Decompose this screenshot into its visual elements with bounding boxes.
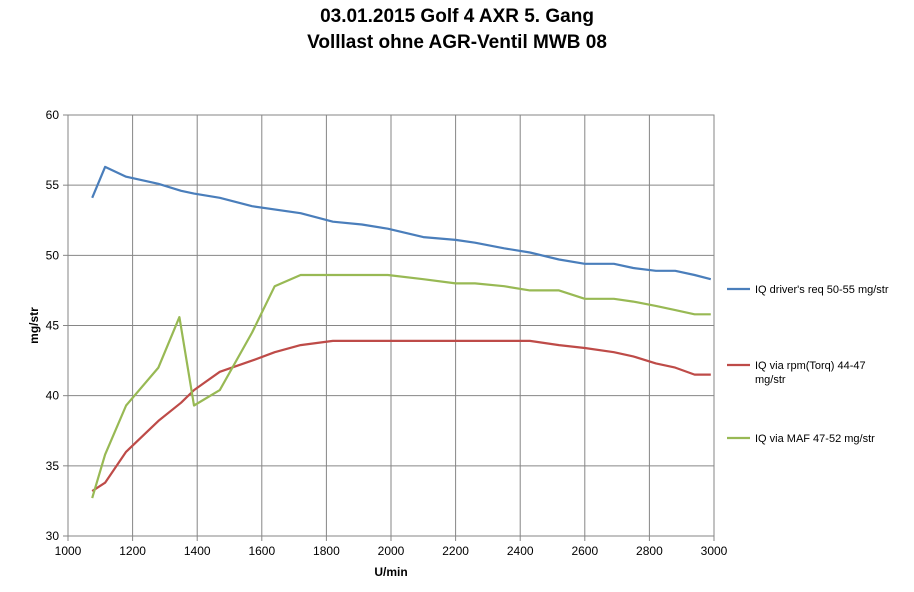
legend-label-1: IQ driver's req 50-55 mg/str bbox=[755, 284, 889, 296]
y-tick-label: 60 bbox=[46, 108, 60, 122]
x-tick-label: 1200 bbox=[119, 544, 146, 558]
y-tick-label: 45 bbox=[46, 319, 60, 333]
x-tick-label: 2600 bbox=[571, 544, 598, 558]
y-tick-label: 55 bbox=[46, 178, 60, 192]
x-tick-label: 2800 bbox=[636, 544, 663, 558]
x-tick-label: 3000 bbox=[701, 544, 728, 558]
series-line-2 bbox=[91, 339, 711, 493]
x-tick-label: 2200 bbox=[442, 544, 469, 558]
legend-label-2: IQ via rpm(Torq) 44-47 mg/str bbox=[755, 360, 869, 386]
series-line-1 bbox=[91, 165, 712, 281]
x-tick-label: 1800 bbox=[313, 544, 340, 558]
y-tick-label: 40 bbox=[46, 389, 60, 403]
x-tick-label: 1000 bbox=[55, 544, 82, 558]
x-tick-label: 1400 bbox=[184, 544, 211, 558]
series-line-3 bbox=[91, 273, 711, 499]
x-tick-label: 2000 bbox=[378, 544, 405, 558]
y-tick-label: 30 bbox=[46, 529, 60, 543]
chart-subtitle: Volllast ohne AGR-Ventil MWB 08 bbox=[307, 32, 607, 53]
y-tick-label: 50 bbox=[46, 248, 60, 262]
x-tick-label: 1600 bbox=[248, 544, 275, 558]
y-axis-label: mg/str bbox=[27, 307, 41, 344]
y-tick-label: 35 bbox=[46, 459, 60, 473]
legend-label-3: IQ via MAF 47-52 mg/str bbox=[755, 433, 875, 445]
x-tick-label: 2400 bbox=[507, 544, 534, 558]
x-axis-label: U/min bbox=[374, 565, 407, 579]
chart-title: 03.01.2015 Golf 4 AXR 5. Gang bbox=[320, 6, 594, 27]
